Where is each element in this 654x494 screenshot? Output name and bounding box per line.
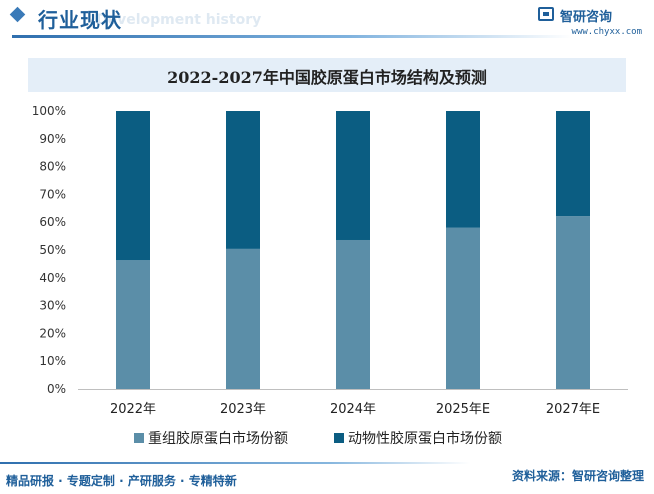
header: Development history 行业现状 智研咨询 www.chyxx.…: [0, 0, 654, 46]
bar-segment-recombinant: [556, 216, 590, 389]
y-tick-label: 10%: [39, 354, 66, 368]
y-tick-label: 30%: [39, 299, 66, 313]
footer-tagline: 精品研报 · 专题定制 · 产研服务 · 专精特新: [6, 474, 237, 488]
brand: 智研咨询 www.chyxx.com: [522, 5, 642, 43]
bar-segment-recombinant: [336, 239, 370, 389]
y-tick-label: 90%: [39, 132, 66, 146]
chart-title: 2022-2027年中国胶原蛋白市场结构及预测: [167, 68, 487, 87]
header-divider: [12, 35, 572, 38]
header-subtitle: Development history: [96, 12, 262, 28]
x-tick-label: 2022年: [110, 402, 156, 417]
footer-divider: [0, 462, 470, 464]
y-tick-label: 0%: [47, 382, 66, 396]
bar-segment-animal: [226, 111, 260, 249]
y-tick-label: 80%: [39, 160, 66, 174]
y-tick-label: 20%: [39, 326, 66, 340]
bar-segment-animal: [336, 111, 370, 240]
x-tick-label: 2024年: [330, 402, 376, 417]
bar-segment-animal: [116, 111, 150, 261]
bar-segment-animal: [446, 111, 480, 228]
y-tick-label: 60%: [39, 215, 66, 229]
bar-segment-recombinant: [226, 248, 260, 389]
footer-source: 资料来源：智研咨询整理: [511, 469, 644, 483]
chart-title-bar: 2022-2027年中国胶原蛋白市场结构及预测: [28, 58, 626, 92]
bar-segment-recombinant: [116, 260, 150, 389]
y-tick-label: 70%: [39, 187, 66, 201]
brand-url: www.chyxx.com: [571, 27, 642, 37]
legend-swatch-recombinant: [134, 433, 144, 443]
header-title: 行业现状: [38, 8, 122, 32]
bar-segment-recombinant: [446, 227, 480, 389]
brand-logo-icon: [538, 7, 554, 21]
y-tick-label: 100%: [32, 104, 66, 118]
brand-name: 智研咨询: [560, 10, 613, 25]
legend-swatch-animal: [334, 433, 344, 443]
x-tick-label: 2027年E: [546, 402, 600, 417]
y-tick-label: 40%: [39, 271, 66, 285]
y-tick-label: 50%: [39, 243, 66, 257]
legend: 重组胶原蛋白市场份额 动物性胶原蛋白市场份额: [0, 428, 654, 450]
x-tick-label: 2023年: [220, 402, 266, 417]
bar-segment-animal: [556, 111, 590, 217]
legend-label-animal: 动物性胶原蛋白市场份额: [348, 431, 502, 447]
legend-label-recombinant: 重组胶原蛋白市场份额: [148, 431, 288, 447]
x-tick-label: 2025年E: [436, 402, 490, 417]
